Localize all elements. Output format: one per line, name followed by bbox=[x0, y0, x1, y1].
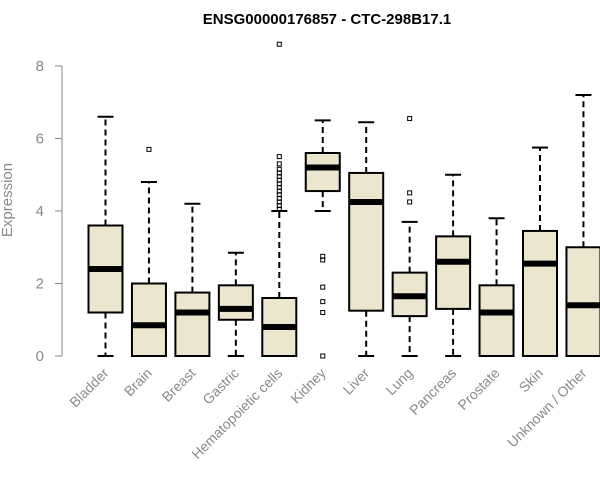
x-tick-label: Bladder bbox=[66, 365, 112, 411]
y-axis: 0 2 4 6 8 bbox=[36, 58, 63, 365]
outlier-point bbox=[320, 253, 326, 259]
box-bladder bbox=[87, 115, 124, 357]
box-breast bbox=[174, 202, 211, 357]
x-tick-label: Lung bbox=[382, 365, 415, 398]
outlier-point bbox=[320, 299, 326, 305]
outlier-point bbox=[320, 353, 326, 359]
outlier-point bbox=[146, 146, 152, 152]
y-tick-label: 4 bbox=[36, 203, 44, 220]
x-tick-label: Prostate bbox=[454, 365, 502, 413]
y-axis-label: Expression bbox=[0, 163, 16, 237]
box-skin bbox=[522, 146, 558, 357]
box-rect bbox=[565, 246, 600, 357]
box-kidney bbox=[304, 119, 341, 359]
box-liver bbox=[348, 121, 385, 357]
box-rect bbox=[174, 291, 211, 357]
outlier-point bbox=[407, 199, 413, 205]
x-tick-label: Skin bbox=[516, 365, 547, 396]
outlier-point bbox=[320, 310, 326, 315]
outlier-point bbox=[407, 190, 413, 196]
box-pancreas bbox=[435, 173, 472, 357]
y-tick-label: 0 bbox=[36, 348, 44, 365]
chart-title: ENSG00000176857 - CTC-298B17.1 bbox=[203, 11, 451, 28]
y-tick-label: 6 bbox=[36, 131, 44, 148]
box-rect bbox=[130, 282, 167, 357]
x-tick-label: Breast bbox=[159, 365, 199, 405]
box-hematopoietic-cells bbox=[261, 41, 298, 357]
x-tick-label: Pancreas bbox=[406, 365, 459, 418]
box-rect bbox=[304, 152, 341, 193]
box-rect bbox=[348, 171, 385, 312]
outlier-point bbox=[276, 161, 282, 167]
x-tick-label: Liver bbox=[340, 365, 373, 398]
boxes-group bbox=[87, 41, 600, 359]
y-tick-label: 8 bbox=[36, 58, 44, 75]
box-prostate bbox=[478, 217, 515, 357]
outlier-point bbox=[276, 154, 282, 160]
box-rect bbox=[435, 235, 472, 310]
box-rect bbox=[478, 284, 515, 357]
x-tick-label: Brain bbox=[121, 365, 155, 399]
x-tick-label: Gastric bbox=[199, 365, 242, 408]
x-tick-label: Kidney bbox=[287, 365, 329, 407]
outlier-point bbox=[276, 166, 282, 172]
box-unknown-other bbox=[565, 94, 600, 357]
outlier-point bbox=[276, 41, 282, 47]
box-lung bbox=[391, 116, 428, 357]
box-brain bbox=[130, 146, 167, 357]
x-tick-label: Unknown / Other bbox=[504, 365, 590, 451]
box-rect bbox=[522, 229, 558, 357]
box-rect bbox=[217, 284, 254, 321]
box-gastric bbox=[217, 251, 254, 357]
outlier-point bbox=[407, 116, 413, 122]
outlier-point bbox=[320, 284, 326, 290]
y-tick-label: 2 bbox=[36, 276, 44, 293]
